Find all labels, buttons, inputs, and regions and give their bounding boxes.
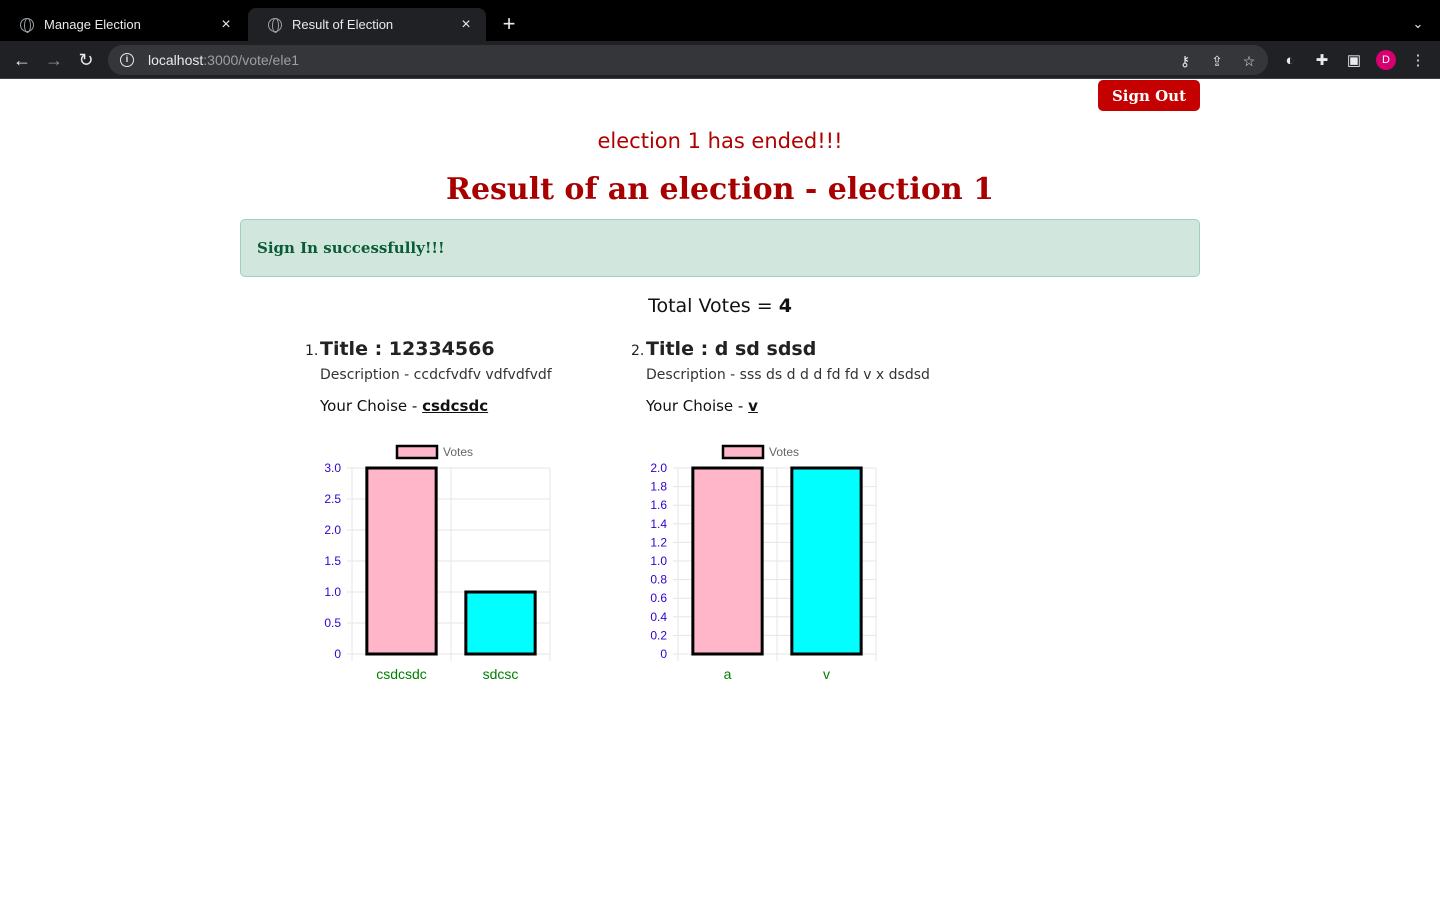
legend-swatch	[395, 444, 439, 460]
x-tick-label: sdcsc	[483, 666, 519, 682]
legend-label: Votes	[443, 445, 473, 459]
your-choice: Your Choise - v	[646, 397, 951, 415]
star-icon[interactable]: ☆	[1242, 53, 1256, 69]
globe-icon	[268, 17, 282, 33]
share-icon[interactable]: ⇪	[1211, 53, 1223, 69]
menu-icon[interactable]: ⋮	[1410, 52, 1426, 69]
page-content: Sign Out election 1 has ended!!! Result …	[0, 79, 1440, 900]
sign-out-button[interactable]: Sign Out	[1098, 80, 1200, 111]
close-icon[interactable]: ×	[461, 15, 471, 33]
tab-manage-election[interactable]: Manage Election ×	[0, 8, 246, 41]
x-tick-label: a	[724, 666, 732, 682]
y-tick-label: 2.0	[324, 523, 341, 537]
y-tick-label: 3.0	[324, 461, 341, 475]
forward-button[interactable]: →	[45, 50, 63, 70]
url-path: :3000/vote/ele1	[203, 52, 300, 68]
bar	[365, 466, 438, 656]
y-tick-label: 0.4	[650, 610, 667, 624]
url-host: localhost	[148, 52, 204, 68]
puzzle-icon[interactable]: ✚	[1315, 52, 1329, 69]
total-votes-label: Total Votes =	[648, 295, 779, 317]
y-tick-label: 0	[660, 647, 667, 661]
question-title: Title : d sd sdsd	[646, 338, 817, 360]
x-tick-label: csdcsdc	[376, 666, 427, 682]
total-votes-value: 4	[778, 295, 792, 317]
question-number: 1.	[305, 343, 319, 359]
y-tick-label: 0.2	[650, 628, 667, 642]
new-tab-button[interactable]: +	[502, 11, 516, 36]
success-alert: Sign In successfully!!!	[240, 219, 1200, 277]
votes-bar-chart-2: Votes 0 0.2 0.4 0.6 0.8 1.0 1.2 1.4 1.6 1.8 2.0 a v	[631, 439, 891, 694]
extension-icon[interactable]: ◐	[1285, 52, 1295, 69]
y-tick-label: 0.6	[650, 591, 667, 605]
y-tick-label: 2.0	[650, 461, 667, 475]
tab-title: Manage Election	[44, 17, 141, 32]
question-1: 1. Title : 12334566 Description - ccdcfv…	[305, 338, 625, 415]
your-choice-value: v	[748, 397, 758, 415]
y-tick-label: 0	[334, 647, 341, 661]
tab-strip: Manage Election × Result of Election × +…	[0, 0, 1440, 41]
y-tick-label: 1.4	[650, 517, 667, 531]
y-tick-label: 0.8	[650, 573, 667, 587]
bar	[790, 466, 863, 656]
profile-avatar[interactable]: D	[1376, 50, 1396, 70]
question-number: 2.	[631, 343, 645, 359]
chart-svg: Votes 0 0.5 1.0 1.5 2.0 2.5 3.0 csdcsdc sdcsc	[324, 444, 551, 682]
your-choice-label: Your Choise -	[646, 397, 749, 415]
tab-title: Result of Election	[292, 17, 394, 32]
your-choice: Your Choise - csdcsdc	[320, 397, 625, 415]
your-choice-value: csdcsdc	[422, 397, 489, 415]
y-tick-label: 1.2	[650, 535, 667, 549]
reload-button[interactable]: ↻	[78, 50, 94, 70]
question-description: Description - sss ds d d d fd fd v x dsd…	[646, 367, 930, 383]
total-votes: Total Votes = 4	[0, 295, 1440, 317]
tab-result-of-election[interactable]: Result of Election ×	[248, 8, 486, 41]
browser-toolbar: ← → ↻ i localhost:3000/vote/ele1 ⚷ ⇪ ☆ ◐…	[0, 41, 1440, 79]
address-bar[interactable]: i localhost:3000/vote/ele1 ⚷ ⇪ ☆	[108, 45, 1268, 75]
globe-icon	[20, 17, 34, 33]
x-tick-label: v	[823, 666, 830, 682]
back-button[interactable]: ←	[13, 50, 31, 70]
legend-label: Votes	[769, 445, 799, 459]
y-tick-label: 1.0	[324, 585, 341, 599]
y-tick-label: 1.6	[650, 498, 667, 512]
close-icon[interactable]: ×	[221, 15, 231, 33]
y-tick-label: 1.5	[324, 554, 341, 568]
question-title: Title : 12334566	[320, 338, 495, 360]
question-description: Description - ccdcfvdfv vdfvdfvdf	[320, 367, 552, 383]
key-icon[interactable]: ⚷	[1179, 53, 1191, 69]
legend-swatch	[721, 444, 765, 460]
side-panel-icon[interactable]: ▣	[1346, 52, 1362, 69]
y-tick-label: 1.8	[650, 480, 667, 494]
bar	[464, 590, 537, 656]
chart-svg: Votes 0 0.2 0.4 0.6 0.8 1.0 1.2 1.4 1.6 1.8 2.0 a v	[650, 444, 877, 682]
y-tick-label: 2.5	[324, 492, 341, 506]
site-info-icon[interactable]: i	[120, 53, 134, 67]
question-2: 2. Title : d sd sdsd Description - sss d…	[631, 338, 951, 415]
tab-search-chevron-icon[interactable]: ⌄	[1412, 16, 1424, 31]
your-choice-label: Your Choise -	[320, 397, 423, 415]
election-ended-message: election 1 has ended!!!	[597, 129, 843, 153]
y-tick-label: 0.5	[324, 616, 341, 630]
votes-bar-chart-1: Votes 0 0.5 1.0 1.5 2.0 2.5 3.0 csdcsdc sdcsc	[305, 439, 565, 694]
bar	[691, 466, 764, 656]
page-title: Result of an election - election 1	[446, 172, 994, 207]
y-tick-label: 1.0	[650, 554, 667, 568]
